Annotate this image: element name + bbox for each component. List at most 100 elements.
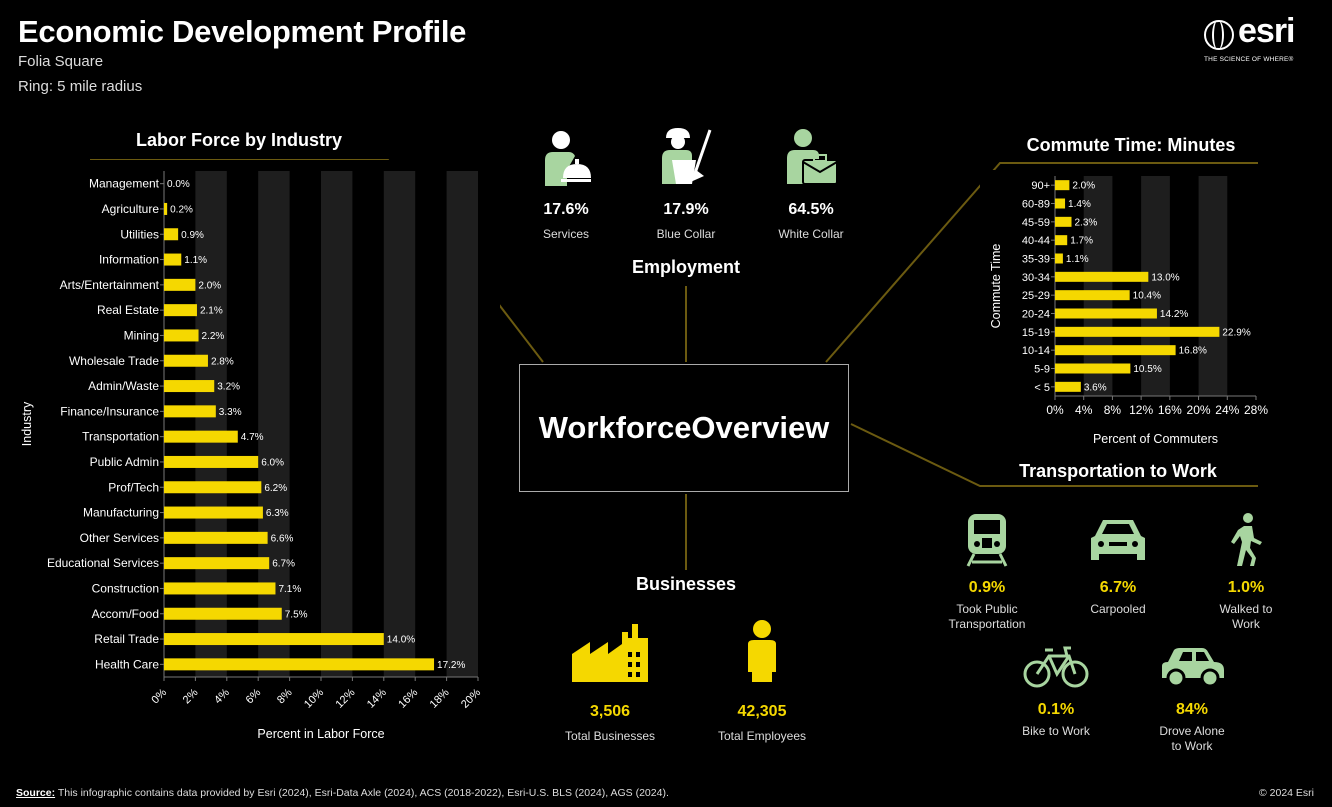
bicycle-icon: [1023, 646, 1089, 688]
category-label: Accom/Food: [92, 607, 159, 621]
total-employees-label: Total Employees: [717, 729, 807, 743]
source-note: Source: This infographic contains data p…: [16, 787, 669, 799]
person-icon: [748, 620, 776, 682]
bar: [164, 380, 215, 393]
category-label: Arts/Entertainment: [60, 278, 160, 292]
category-label: 5-9: [1034, 364, 1050, 376]
transport-drive-alone: 84% Drove Alone to Work: [1142, 644, 1242, 754]
logo-word: esri: [1238, 12, 1295, 50]
car-icon: [1162, 648, 1224, 688]
category-label: Transportation: [82, 430, 159, 444]
data-label: 2.0%: [198, 280, 221, 291]
total-businesses: 3,506 Total Businesses: [550, 618, 670, 744]
carpool-label: Carpooled: [1090, 602, 1146, 616]
bar: [1055, 180, 1070, 191]
bar: [1055, 345, 1176, 356]
bar: [164, 304, 197, 317]
services-value: 17.6%: [543, 201, 589, 218]
category-label: Mining: [124, 328, 159, 342]
data-label: 7.5%: [285, 609, 308, 620]
ring-radius: Ring: 5 mile radius: [18, 78, 143, 95]
category-label: 30-34: [1022, 272, 1050, 284]
bike-label: Bike to Work: [1022, 724, 1090, 738]
labor-force-title: Labor Force by Industry: [135, 130, 343, 150]
public-transport-label: Took Public Transportation: [948, 602, 1026, 631]
x-axis-label: Percent of Commuters: [1093, 432, 1218, 446]
x-tick-label: 24%: [1215, 403, 1239, 417]
transport-bike: 0.1% Bike to Work: [1006, 644, 1106, 739]
bar: [1055, 290, 1130, 301]
transportation-title: Transportation to Work: [1019, 461, 1217, 481]
bar: [1055, 381, 1081, 392]
grid-band: [383, 171, 416, 677]
category-label: 15-19: [1022, 327, 1050, 339]
data-label: 6.3%: [266, 508, 289, 519]
services-worker-icon: [545, 131, 593, 186]
total-businesses-label: Total Businesses: [564, 729, 656, 743]
location-name: Folia Square: [18, 53, 104, 70]
grid-band: [258, 171, 290, 677]
category-label: Agriculture: [102, 202, 160, 216]
x-tick-label: 18%: [428, 686, 452, 710]
carpool-car-icon: [1091, 520, 1145, 560]
x-tick-label: 4%: [1075, 403, 1093, 417]
grid-band: [1083, 176, 1113, 396]
x-tick-label: 0%: [1046, 403, 1064, 417]
bar: [1055, 271, 1149, 282]
source-text: This infographic contains data provided …: [55, 787, 669, 799]
data-label: 3.2%: [217, 382, 240, 393]
employment-blue-collar: 17.9% Blue Collar: [646, 126, 726, 242]
walk-label: Walked to Work: [1219, 602, 1273, 631]
employment-section: 17.6% Services 17.9% Blue Collar 64.5% W…: [526, 126, 856, 246]
x-tick-label: 2%: [181, 686, 201, 706]
category-label: Admin/Waste: [88, 379, 159, 393]
commute-time-title: Commute Time: Minutes: [1026, 135, 1236, 155]
data-label: 2.3%: [1075, 217, 1098, 228]
category-label: Other Services: [80, 531, 159, 545]
x-tick-label: 14%: [365, 686, 389, 710]
factory-icon: [572, 624, 648, 682]
bar: [164, 658, 435, 671]
grid-band: [195, 171, 227, 677]
total-employees-value: 42,305: [737, 703, 787, 720]
white-collar-label: White Collar: [778, 227, 844, 241]
bar: [164, 405, 216, 418]
bar: [1055, 326, 1220, 337]
category-label: Prof/Tech: [108, 480, 159, 494]
grid-band: [1141, 176, 1170, 396]
train-icon: [966, 514, 1008, 567]
transport-walk: 1.0% Walked to Work: [1196, 512, 1296, 632]
labor-force-chart: Management 0.0% Agriculture 0.2% Utilities 0.…: [0, 160, 500, 760]
category-label: Health Care: [95, 657, 159, 671]
bar: [1055, 308, 1157, 319]
source-label: Source:: [16, 787, 56, 799]
category-label: 45-59: [1022, 217, 1050, 229]
data-label: 10.5%: [1133, 364, 1161, 375]
category-label: Real Estate: [97, 303, 159, 317]
bar: [164, 481, 262, 494]
data-label: 0.0%: [167, 179, 190, 190]
white-collar-value: 64.5%: [788, 201, 834, 218]
data-label: 1.1%: [1066, 254, 1089, 265]
data-label: 16.8%: [1179, 346, 1207, 357]
services-label: Services: [542, 227, 589, 241]
category-label: Construction: [92, 581, 159, 595]
blue-collar-value: 17.9%: [663, 201, 709, 218]
bar: [164, 329, 199, 342]
category-label: < 5: [1034, 382, 1050, 394]
x-tick-label: 8%: [1104, 403, 1122, 417]
bar: [164, 354, 208, 367]
drive-alone-value: 84%: [1175, 701, 1209, 718]
data-label: 13.0%: [1151, 272, 1179, 283]
y-axis-label: Commute Time: [989, 244, 1003, 329]
bar: [164, 202, 168, 215]
category-label: 25-29: [1022, 290, 1050, 302]
x-axis-label: Percent in Labor Force: [257, 727, 384, 741]
esri-logo: esri THE SCIENCE OF WHERE®: [1204, 12, 1314, 68]
data-label: 10.4%: [1133, 291, 1161, 302]
x-tick-label: 8%: [275, 686, 295, 706]
x-tick-label: 20%: [1187, 403, 1211, 417]
bar: [164, 430, 238, 443]
grid-band: [321, 171, 353, 677]
data-label: 4.7%: [241, 432, 264, 443]
